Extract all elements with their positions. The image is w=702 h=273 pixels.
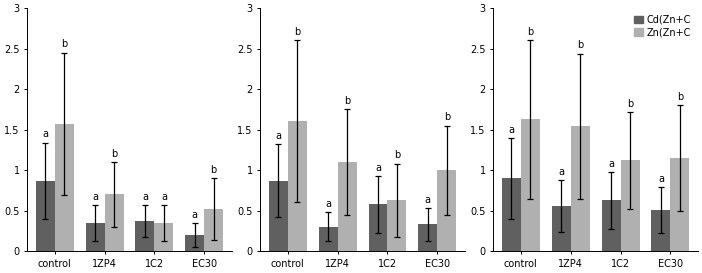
Text: b: b (61, 40, 67, 49)
Bar (502, 178, 521, 251)
Bar (36, 181, 55, 251)
Text: b: b (527, 26, 534, 37)
Text: a: a (608, 159, 614, 168)
Bar (269, 181, 288, 251)
Text: a: a (658, 174, 664, 184)
Text: b: b (677, 92, 683, 102)
Text: a: a (142, 192, 148, 202)
Text: b: b (294, 26, 300, 37)
Bar (135, 221, 154, 251)
Bar (154, 223, 173, 251)
Bar (651, 210, 670, 251)
Text: a: a (558, 167, 564, 177)
Bar (338, 162, 357, 251)
Bar (55, 124, 74, 251)
Text: a: a (325, 199, 331, 209)
Bar (670, 158, 689, 251)
Text: a: a (508, 124, 515, 135)
Bar (319, 227, 338, 251)
Bar (204, 209, 223, 251)
Bar (552, 206, 571, 251)
Bar (105, 194, 124, 251)
Text: a: a (275, 131, 282, 141)
Bar (621, 161, 640, 251)
Text: b: b (394, 150, 400, 161)
Text: b: b (211, 165, 217, 175)
Bar (571, 126, 590, 251)
Bar (369, 204, 388, 251)
Text: a: a (375, 163, 381, 173)
Legend: Cd(Zn+C, Zn(Zn+C: Cd(Zn+C, Zn(Zn+C (632, 13, 693, 39)
Text: a: a (192, 210, 198, 219)
Text: b: b (577, 40, 583, 50)
Text: a: a (42, 129, 48, 140)
Bar (388, 200, 406, 251)
Bar (86, 223, 105, 251)
Bar (602, 200, 621, 251)
Text: b: b (444, 112, 450, 122)
Text: b: b (627, 99, 633, 109)
Text: a: a (425, 195, 431, 205)
Text: b: b (111, 149, 117, 159)
Bar (437, 170, 456, 251)
Bar (418, 224, 437, 251)
Bar (185, 235, 204, 251)
Text: a: a (92, 192, 98, 202)
Text: b: b (344, 96, 350, 106)
Bar (288, 121, 307, 251)
Bar (521, 119, 540, 251)
Text: a: a (161, 192, 167, 202)
